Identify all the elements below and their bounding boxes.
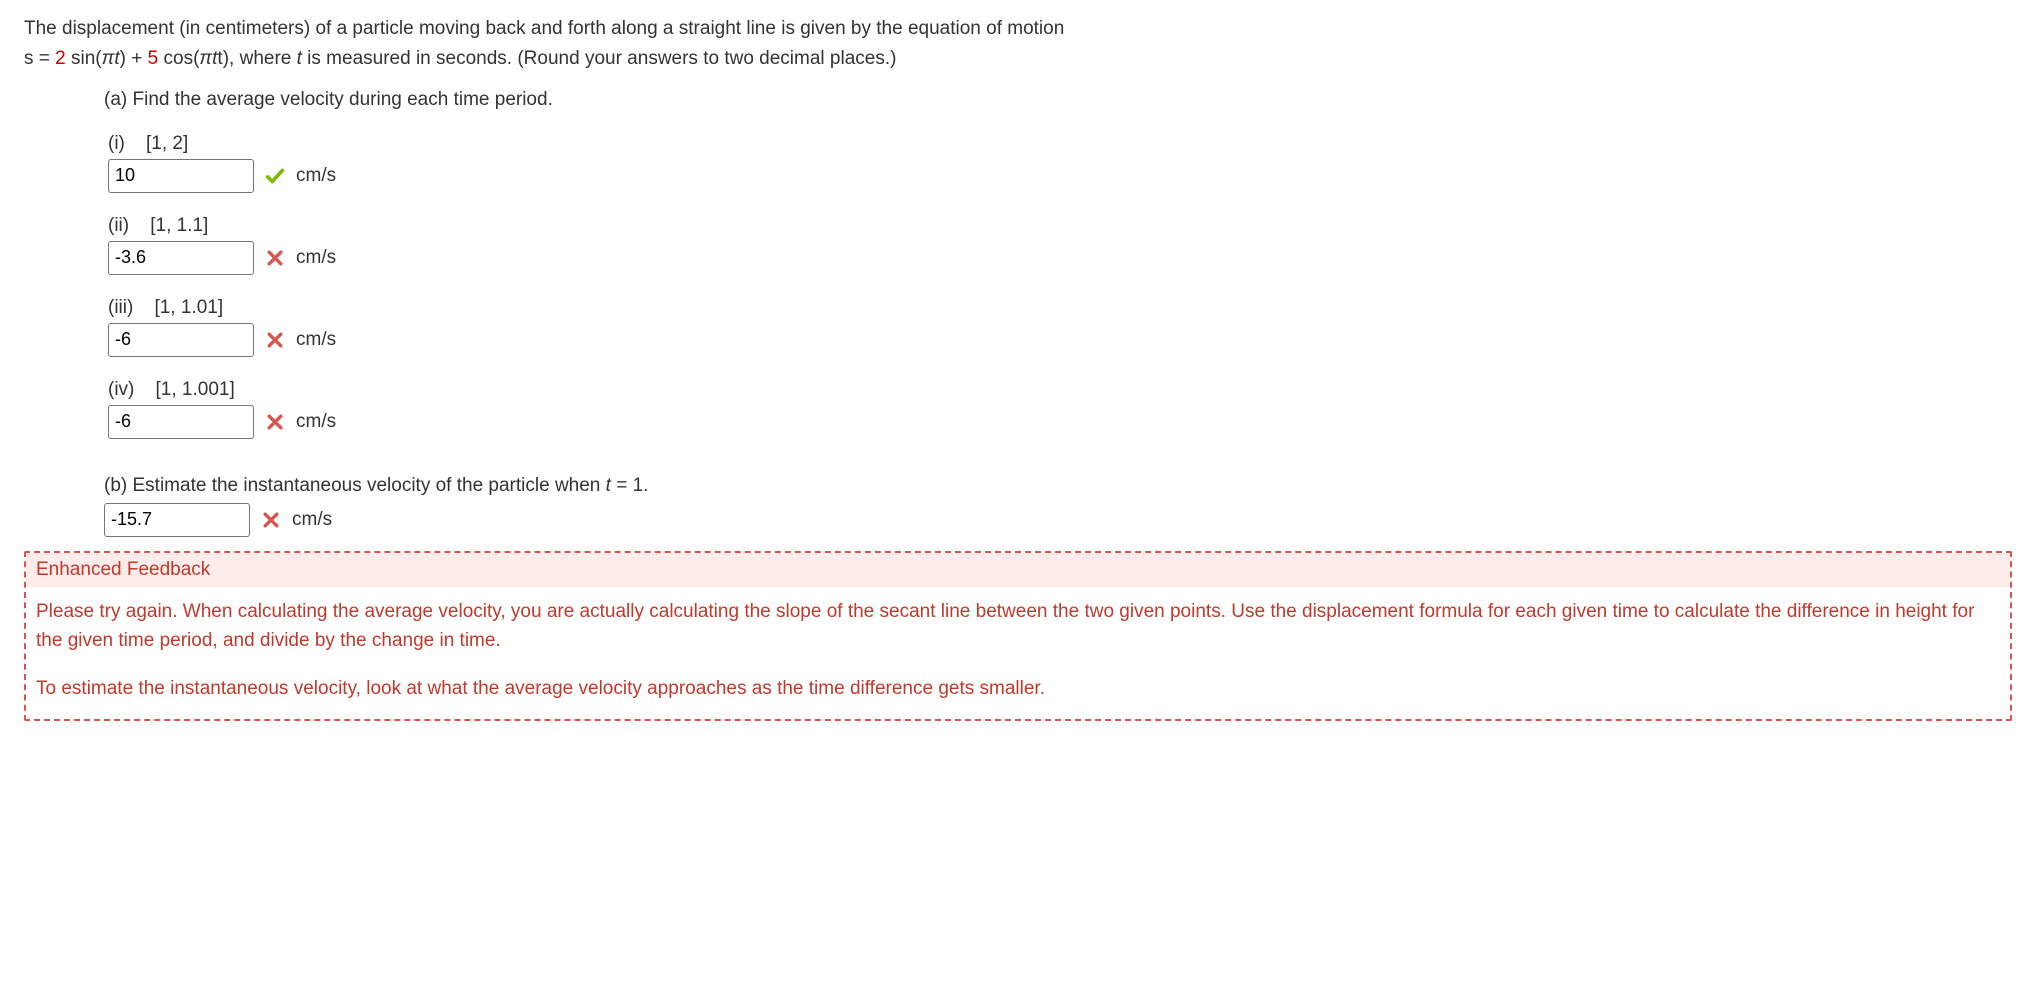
part-a-label: (a) Find the average velocity during eac… [104,89,2012,111]
roman-ii: (ii) [108,215,129,236]
feedback-p2: To estimate the instantaneous velocity, … [36,674,2000,703]
eq-coef1: 2 [55,48,66,69]
subitem-iv: (iv) [1, 1.001] cm/s [108,379,2012,439]
eq-pi2: π [199,48,212,69]
feedback-box: Enhanced Feedback Please try again. When… [24,551,2012,721]
part-b-pre: (b) Estimate the instantaneous velocity … [104,475,606,496]
eq-mid2: cos( [158,48,199,69]
subitem-iii: (iii) [1, 1.01] cm/s [108,297,2012,357]
unit-iv: cm/s [296,411,336,433]
eq-mid2b: t), [217,48,234,69]
cross-icon [264,247,286,269]
answer-input-iv[interactable] [108,405,254,439]
interval-iv: [1, 1.001] [156,379,235,400]
feedback-body: Please try again. When calculating the a… [26,587,2010,719]
eq-tail: where [234,48,296,69]
eq-mid1b-close: ) + [120,48,148,69]
answer-input-b[interactable] [104,503,250,537]
roman-iii: (iii) [108,297,133,318]
unit-i: cm/s [296,165,336,187]
interval-ii: [1, 1.1] [150,215,208,236]
eq-mid1: sin( [66,48,102,69]
unit-b: cm/s [292,509,332,531]
answer-input-iii[interactable] [108,323,254,357]
roman-iv: (iv) [108,379,134,400]
subitem-ii: (ii) [1, 1.1] cm/s [108,215,2012,275]
eq-s-prefix: s = [24,48,55,69]
feedback-header: Enhanced Feedback [26,553,2010,587]
interval-iii: [1, 1.01] [154,297,223,318]
interval-i: [1, 2] [146,133,188,154]
unit-iii: cm/s [296,329,336,351]
eq-pi1: π [102,48,115,69]
cross-icon [264,329,286,351]
feedback-p1: Please try again. When calculating the a… [36,597,2000,656]
eq-tail2: is measured in seconds. (Round your answ… [302,48,897,69]
problem-line1: The displacement (in centimeters) of a p… [24,18,1064,39]
part-a-items: (i) [1, 2] cm/s (ii) [1, 1.1] [108,133,2012,439]
answer-input-i[interactable] [108,159,254,193]
answer-input-ii[interactable] [108,241,254,275]
problem-statement: The displacement (in centimeters) of a p… [24,14,2012,75]
subitem-i: (i) [1, 2] cm/s [108,133,2012,193]
unit-ii: cm/s [296,247,336,269]
part-b-label: (b) Estimate the instantaneous velocity … [104,475,2012,497]
cross-icon [260,509,282,531]
part-b-post: = 1. [611,475,649,496]
eq-coef2: 5 [148,48,159,69]
cross-icon [264,411,286,433]
check-icon [264,165,286,187]
roman-i: (i) [108,133,125,154]
